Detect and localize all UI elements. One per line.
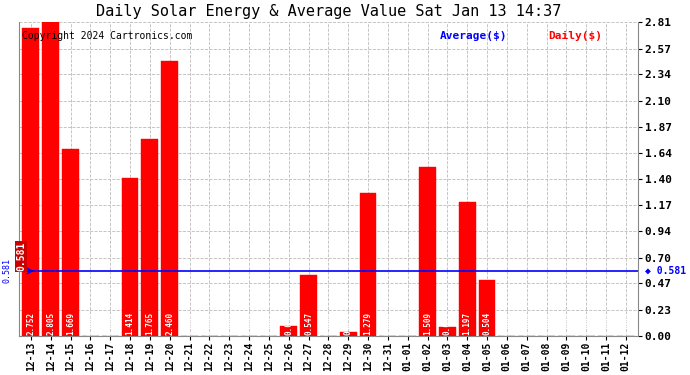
Text: 1.197: 1.197 bbox=[463, 312, 472, 335]
Text: 0.000: 0.000 bbox=[384, 312, 393, 335]
Text: 0.000: 0.000 bbox=[403, 312, 412, 335]
Text: 0.000: 0.000 bbox=[602, 312, 611, 335]
Text: 0.000: 0.000 bbox=[86, 312, 95, 335]
Bar bbox=[22, 28, 39, 336]
Text: 0.000: 0.000 bbox=[205, 312, 214, 335]
Text: 0.000: 0.000 bbox=[582, 312, 591, 335]
Bar bbox=[121, 178, 139, 336]
Text: 0.090: 0.090 bbox=[284, 312, 293, 335]
Bar bbox=[419, 167, 436, 336]
Text: 0.000: 0.000 bbox=[502, 312, 511, 335]
Text: 2.805: 2.805 bbox=[46, 312, 55, 335]
Bar bbox=[459, 202, 475, 336]
Bar bbox=[62, 149, 79, 336]
Text: Daily($): Daily($) bbox=[548, 31, 602, 41]
Bar bbox=[339, 332, 357, 336]
Text: 1.669: 1.669 bbox=[66, 312, 75, 335]
Bar bbox=[479, 279, 495, 336]
Bar bbox=[439, 327, 456, 336]
Text: 0.003: 0.003 bbox=[264, 312, 273, 335]
Text: 0.084: 0.084 bbox=[443, 312, 452, 335]
Text: 0.000: 0.000 bbox=[522, 312, 531, 335]
Text: 1.509: 1.509 bbox=[423, 312, 432, 335]
Text: 0.547: 0.547 bbox=[304, 312, 313, 335]
Text: 0.000: 0.000 bbox=[225, 312, 234, 335]
Text: 0.581: 0.581 bbox=[3, 258, 12, 284]
Text: Average($): Average($) bbox=[440, 31, 507, 41]
Bar bbox=[42, 22, 59, 336]
Text: 0.000: 0.000 bbox=[185, 312, 194, 335]
Text: 1.279: 1.279 bbox=[364, 312, 373, 335]
Text: 1.414: 1.414 bbox=[126, 312, 135, 335]
Text: 0.504: 0.504 bbox=[482, 312, 491, 335]
Bar bbox=[280, 326, 297, 336]
Text: 0.031: 0.031 bbox=[344, 312, 353, 335]
Text: 2.752: 2.752 bbox=[26, 312, 35, 335]
Bar bbox=[300, 275, 317, 336]
Text: 0.000: 0.000 bbox=[106, 312, 115, 335]
Title: Daily Solar Energy & Average Value Sat Jan 13 14:37: Daily Solar Energy & Average Value Sat J… bbox=[96, 4, 561, 19]
Text: 2.460: 2.460 bbox=[165, 312, 174, 335]
Text: 0.581: 0.581 bbox=[16, 242, 26, 271]
Text: 0.000: 0.000 bbox=[324, 312, 333, 335]
Bar bbox=[161, 61, 178, 336]
Text: Copyright 2024 Cartronics.com: Copyright 2024 Cartronics.com bbox=[22, 31, 193, 41]
Text: ◆ 0.581: ◆ 0.581 bbox=[644, 266, 686, 276]
Text: 1.765: 1.765 bbox=[146, 312, 155, 335]
Text: 0.000: 0.000 bbox=[542, 312, 551, 335]
Text: 0.000: 0.000 bbox=[622, 312, 631, 335]
Bar bbox=[359, 193, 377, 336]
Text: 0.000: 0.000 bbox=[562, 312, 571, 335]
Bar bbox=[141, 138, 158, 336]
Text: 0.000: 0.000 bbox=[244, 312, 253, 335]
